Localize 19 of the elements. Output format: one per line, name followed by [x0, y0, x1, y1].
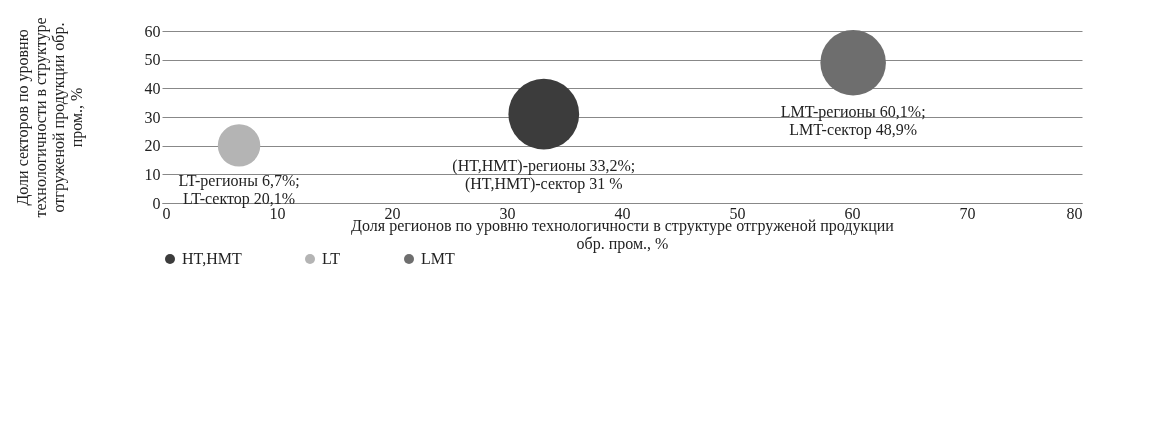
- x-tick-label: 60: [844, 204, 861, 222]
- x-tick-label: 80: [1066, 204, 1083, 222]
- x-tick-label: 40: [614, 204, 631, 222]
- y-tick-label: 20: [144, 137, 161, 155]
- x-tick-label: 30: [499, 204, 516, 222]
- legend-label: LT: [322, 250, 341, 267]
- y-tick-label: 50: [144, 51, 161, 69]
- y-tick-label: 40: [144, 79, 161, 97]
- annotation: LT-регионы 6,7%; LT-сектор 20,1%: [178, 172, 300, 209]
- x-tick-label: 50: [729, 204, 746, 222]
- annotation: LMT-регионы 60,1%; LMT-сектор 48,9%: [780, 102, 926, 139]
- x-tick-label: 70: [959, 204, 976, 222]
- legend-label: HT,HMT: [182, 250, 242, 267]
- y-tick-label: 30: [144, 108, 161, 126]
- annotation: (HT,HMT)-регионы 33,2%; (HT,HMT)-сектор 31 %: [452, 157, 636, 194]
- y-tick-label: 10: [144, 165, 161, 183]
- legend-label: LMT: [421, 250, 455, 267]
- y-axis-title: Доли секторов по уровню технологичности в структуре отгруженой продукции обр. пром., %: [13, 17, 86, 218]
- y-tick-label: 60: [144, 22, 161, 40]
